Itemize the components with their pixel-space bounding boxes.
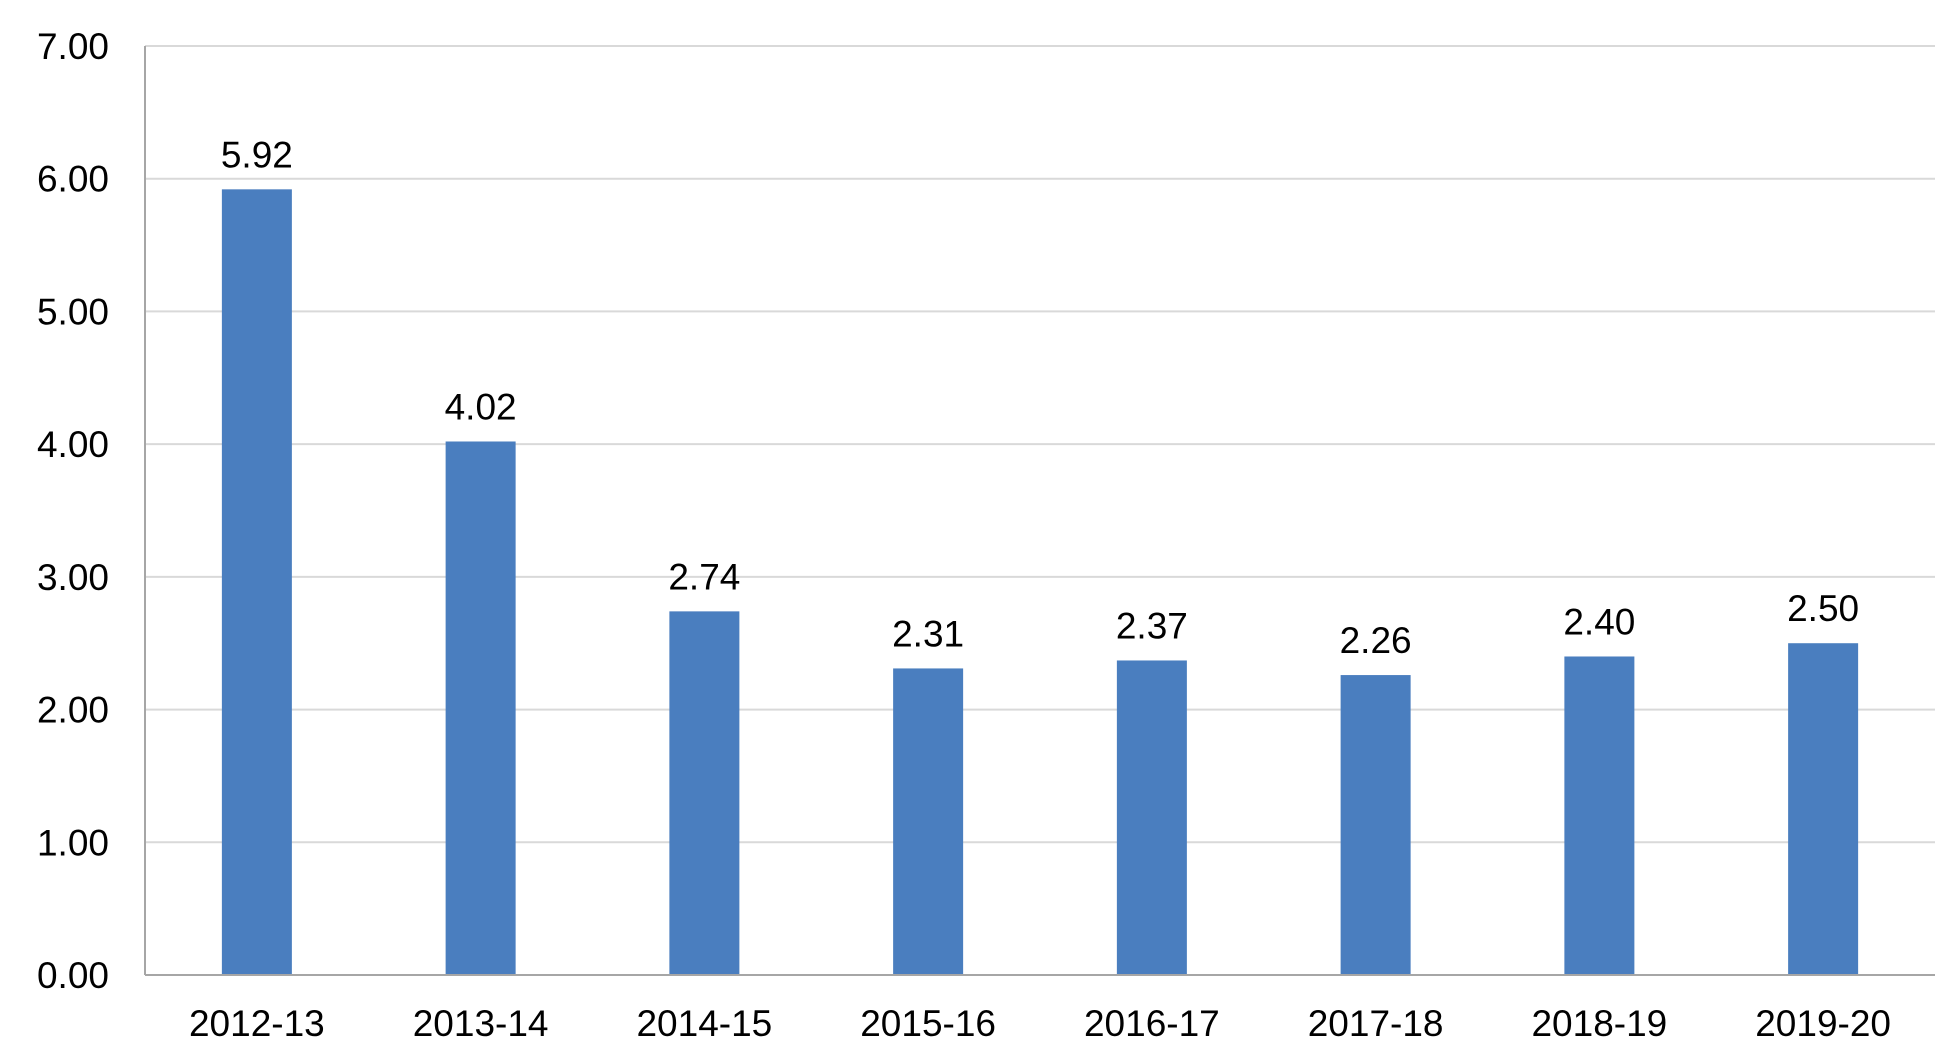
gridlines <box>145 45 1935 844</box>
bar <box>221 189 292 975</box>
y-tick-label: 7.00 <box>37 26 109 67</box>
bar <box>445 441 516 975</box>
x-tick-label: 2012-13 <box>189 1003 325 1044</box>
x-tick-label: 2018-19 <box>1531 1003 1667 1044</box>
data-label: 2.40 <box>1563 601 1635 642</box>
data-label: 2.26 <box>1340 620 1412 661</box>
y-tick-label: 2.00 <box>37 690 109 731</box>
y-tick-labels: 0.00 1.00 2.00 3.00 4.00 5.00 6.00 7.00 <box>37 26 109 996</box>
bars <box>221 189 1859 975</box>
bar <box>893 668 964 975</box>
y-tick-label: 6.00 <box>37 159 109 200</box>
bar <box>1564 656 1635 975</box>
bar <box>1340 675 1411 975</box>
bar <box>1116 660 1187 975</box>
y-tick-label: 1.00 <box>37 822 109 863</box>
y-tick-label: 0.00 <box>37 955 109 996</box>
bar <box>1788 643 1859 975</box>
bar <box>669 611 740 975</box>
data-label: 5.92 <box>221 134 293 175</box>
x-tick-labels: 2012-13 2013-14 2014-15 2015-16 2016-17 2017-… <box>189 1003 1891 1044</box>
x-tick-label: 2017-18 <box>1308 1003 1444 1044</box>
y-tick-label: 4.00 <box>37 424 109 465</box>
data-label: 2.31 <box>892 613 964 654</box>
data-labels: 5.92 4.02 2.74 2.31 2.37 2.26 2.40 2.50 <box>221 134 1859 661</box>
axes <box>144 46 1935 976</box>
data-label: 2.50 <box>1787 588 1859 629</box>
x-tick-label: 2016-17 <box>1084 1003 1220 1044</box>
data-label: 2.74 <box>668 556 740 597</box>
x-tick-label: 2019-20 <box>1755 1003 1891 1044</box>
x-tick-label: 2014-15 <box>636 1003 772 1044</box>
y-tick-label: 5.00 <box>37 291 109 332</box>
x-tick-label: 2015-16 <box>860 1003 996 1044</box>
x-tick-label: 2013-14 <box>413 1003 549 1044</box>
data-label: 2.37 <box>1116 605 1188 646</box>
data-label: 4.02 <box>445 386 517 427</box>
y-tick-label: 3.00 <box>37 557 109 598</box>
